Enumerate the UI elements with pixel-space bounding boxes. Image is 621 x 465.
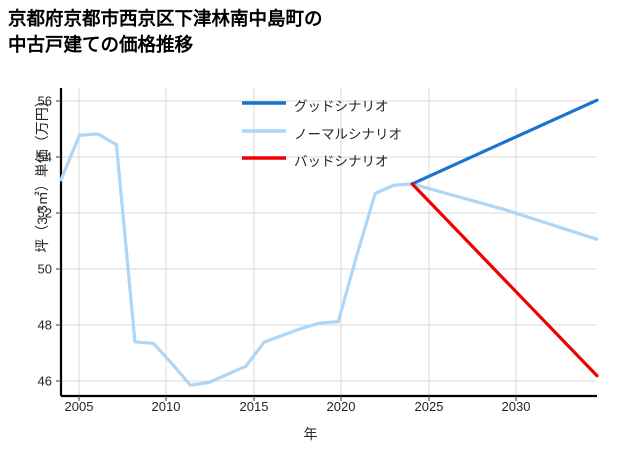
- y-tick-label-1: 48: [37, 317, 52, 333]
- x-tick-label-5: 2030: [501, 399, 531, 414]
- legend-item-normal-label: ノーマルシナリオ: [294, 127, 402, 142]
- series-good-line: [410, 98, 599, 186]
- gridlines: [61, 88, 597, 396]
- y-tick-label-5: 56: [37, 93, 52, 109]
- x-tick-label-2: 2015: [239, 399, 269, 414]
- y-tick-label-3: 52: [37, 205, 52, 221]
- x-tick-label-3: 2020: [326, 399, 356, 414]
- series-bad-line: [410, 182, 599, 378]
- x-axis-label: 年: [303, 426, 318, 442]
- x-tick-label-4: 2025: [414, 399, 444, 414]
- legend-item-bad-label: バッドシナリオ: [294, 154, 389, 169]
- legend-item-good-label: グッドシナリオ: [294, 99, 389, 114]
- y-tick-label-0: 46: [37, 373, 52, 389]
- chart-title: 京都府京都市西京区下津林南中島町の 中古戸建ての価格推移: [8, 8, 323, 55]
- x-tick-label-1: 2010: [151, 399, 181, 414]
- series-normal-line: [59, 132, 599, 387]
- y-tick-label-2: 50: [37, 261, 52, 277]
- tick-marks: [56, 100, 517, 401]
- y-axis-label: 坪（3.3㎡）単価（万円）: [34, 93, 50, 253]
- y-tick-label-4: 54: [37, 149, 52, 165]
- x-tick-label-0: 2005: [64, 399, 94, 414]
